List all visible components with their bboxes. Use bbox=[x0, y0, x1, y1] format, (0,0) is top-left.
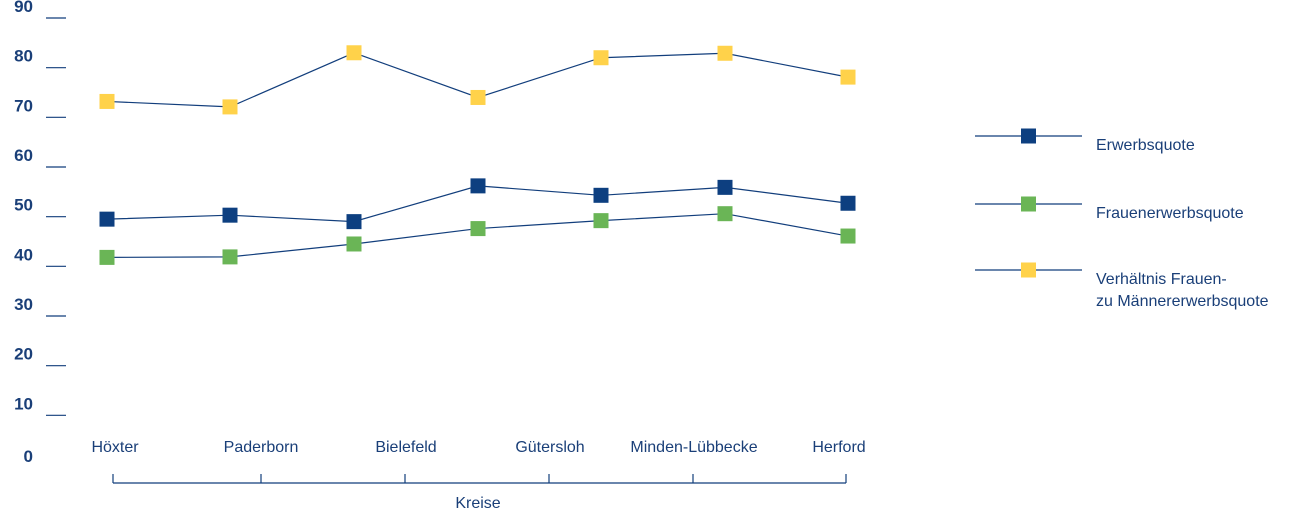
series-marker bbox=[222, 99, 238, 115]
series-marker bbox=[717, 179, 733, 195]
series-marker bbox=[840, 228, 856, 244]
y-tick-label: 90 bbox=[14, 0, 33, 16]
legend-label-line: zu Männererwerbsquote bbox=[1096, 293, 1269, 310]
series-marker bbox=[593, 213, 609, 229]
legend-label: Erwerbsquote bbox=[1096, 137, 1195, 154]
x-tick-label: Paderborn bbox=[224, 439, 299, 456]
series-marker bbox=[222, 207, 238, 223]
x-axis: Höxter Paderborn Bielefeld Gütersloh Minden-… bbox=[91, 439, 865, 512]
legend-marker bbox=[1021, 196, 1036, 212]
y-tick-label: 20 bbox=[14, 345, 33, 364]
y-tick-label: 30 bbox=[14, 295, 33, 314]
y-tick-label: 80 bbox=[14, 47, 33, 66]
y-tick-label: 10 bbox=[14, 394, 33, 413]
series-marker bbox=[99, 211, 115, 227]
x-tick-label: Bielefeld bbox=[375, 439, 436, 456]
legend-marker bbox=[1021, 262, 1036, 278]
legend: Erwerbsquote Frauenerwerbsquote Verhältnis… bbox=[975, 128, 1269, 310]
y-tick-label: 60 bbox=[14, 146, 33, 165]
y-tick-label: 40 bbox=[14, 245, 33, 264]
legend-label: Frauenerwerbsquote bbox=[1096, 205, 1244, 222]
series-marker bbox=[717, 45, 733, 61]
x-tick-label: Herford bbox=[812, 439, 865, 456]
series-marker bbox=[222, 249, 238, 265]
series-marker bbox=[717, 206, 733, 222]
series-marker bbox=[346, 236, 362, 252]
series-marker bbox=[840, 195, 856, 211]
series-marker bbox=[99, 93, 115, 109]
series-marker bbox=[593, 187, 609, 203]
legend-label-line: Frauenerwerbsquote bbox=[1096, 205, 1244, 222]
y-axis: 0 10 20 30 40 50 60 70 80 90 bbox=[14, 0, 66, 466]
x-tick-label: Minden-Lübbecke bbox=[630, 439, 757, 456]
series-marker bbox=[346, 45, 362, 61]
series-marker bbox=[470, 221, 486, 237]
series-marker bbox=[593, 50, 609, 66]
y-tick-label: 70 bbox=[14, 96, 33, 115]
x-tick-label: Höxter bbox=[91, 439, 139, 456]
series-layer bbox=[99, 45, 856, 265]
x-tick-label: Gütersloh bbox=[515, 439, 584, 456]
legend-label-line: Erwerbsquote bbox=[1096, 137, 1195, 154]
x-axis-label: Kreise bbox=[455, 495, 500, 512]
legend-label-line: Verhältnis Frauen- bbox=[1096, 271, 1227, 288]
y-tick-label: 0 bbox=[24, 447, 33, 466]
series-marker bbox=[99, 249, 115, 265]
y-tick-label: 50 bbox=[14, 196, 33, 215]
series-marker bbox=[470, 89, 486, 105]
series-marker bbox=[346, 214, 362, 230]
legend-marker bbox=[1021, 128, 1036, 144]
series-marker bbox=[470, 178, 486, 194]
legend-label: Verhältnis Frauen-zu Männererwerbsquote bbox=[1096, 271, 1269, 310]
series-marker bbox=[840, 69, 856, 85]
